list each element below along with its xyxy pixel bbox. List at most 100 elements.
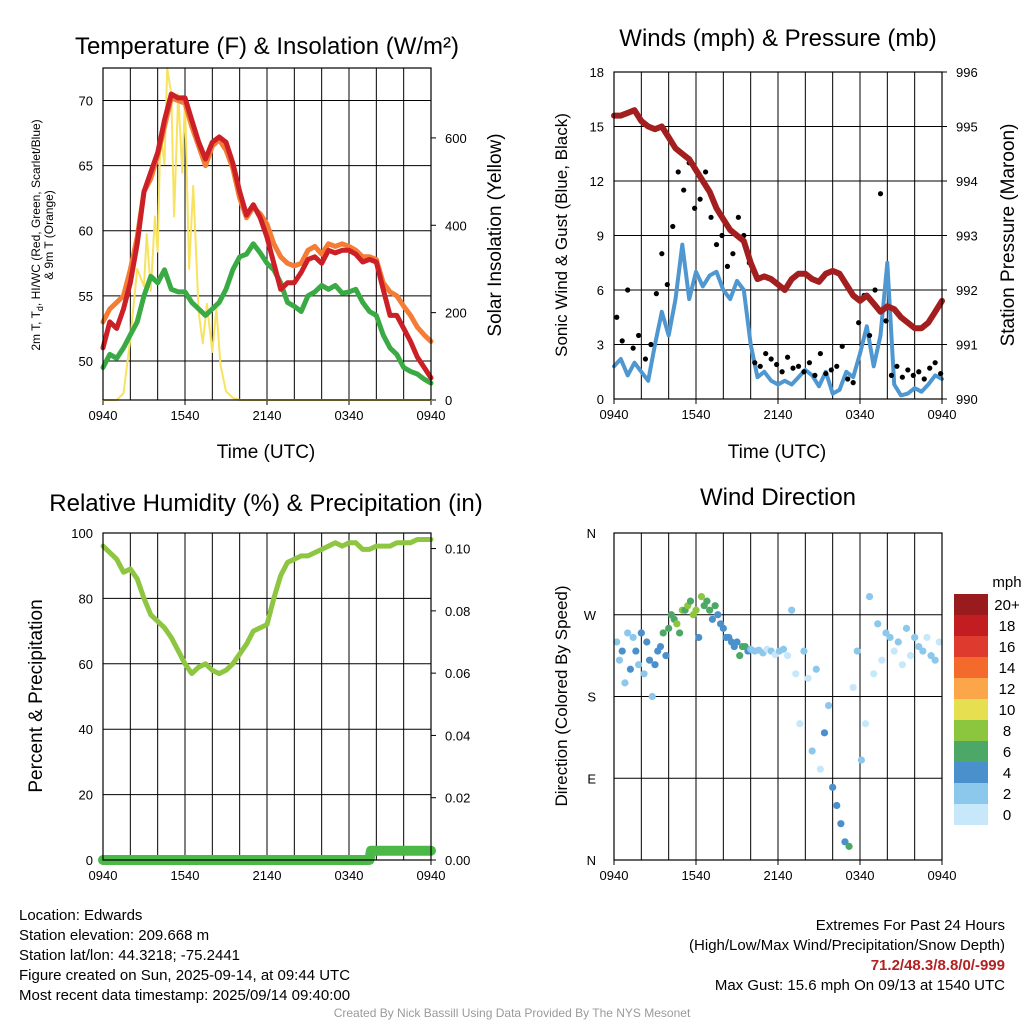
legend-label: 16 bbox=[999, 639, 1016, 656]
y-tick-label-right: 994 bbox=[956, 174, 978, 189]
direction-point bbox=[637, 629, 645, 637]
gust-point bbox=[916, 369, 922, 375]
legend-label: 20+ bbox=[994, 597, 1020, 614]
direction-point bbox=[911, 633, 919, 642]
gust-point bbox=[648, 341, 654, 348]
x-tick-label: 0340 bbox=[335, 868, 364, 883]
gust-point bbox=[877, 191, 884, 197]
direction-point bbox=[788, 606, 796, 614]
pressure-line bbox=[611, 107, 945, 332]
gust-point bbox=[719, 232, 725, 239]
legend-swatch bbox=[954, 783, 988, 804]
humidity-plot: 0940 1540 2140 0340 09400204060801000.000.02… bbox=[71, 526, 470, 883]
gust-point bbox=[905, 367, 911, 373]
gust-point bbox=[763, 350, 769, 357]
direction-point bbox=[792, 670, 800, 678]
gust-point bbox=[839, 343, 845, 349]
gust-point bbox=[768, 356, 774, 362]
sonic-wind-line bbox=[612, 242, 944, 398]
legend-swatch bbox=[954, 594, 988, 615]
y-tick-label-right: 0.08 bbox=[445, 604, 470, 619]
gust-point bbox=[681, 187, 687, 193]
gust-point bbox=[630, 345, 636, 351]
gust-point bbox=[921, 376, 927, 382]
gust-point bbox=[692, 205, 698, 211]
legend-swatch bbox=[954, 657, 988, 678]
direction-point bbox=[629, 633, 637, 642]
gust-point bbox=[752, 360, 758, 366]
direction-point bbox=[878, 656, 886, 664]
direction-point bbox=[665, 624, 673, 632]
gust-point bbox=[866, 332, 873, 339]
y-tick-label-right: 200 bbox=[445, 306, 467, 321]
relative-humidity-line bbox=[100, 537, 434, 677]
winds-left-axis-title: Sonic Wind & Gust (Blue, Black) bbox=[552, 113, 571, 357]
y-tick-label-left: 12 bbox=[590, 174, 604, 189]
y-tick-label-left: 100 bbox=[71, 526, 93, 541]
gust-point bbox=[910, 372, 916, 378]
x-tick-label: 2140 bbox=[764, 868, 793, 883]
temperature-plot: 0940 1540 2140 0340 0940 50 55 60 65 70 0 200 400 600 bbox=[79, 67, 467, 423]
gust-point bbox=[619, 338, 625, 344]
x-tick-label: 0940 bbox=[928, 407, 957, 422]
direction-point bbox=[849, 683, 857, 692]
legend-swatch bbox=[954, 699, 988, 720]
legend-title: mph bbox=[992, 574, 1021, 591]
gust-point bbox=[774, 361, 780, 368]
legend-label: 6 bbox=[1003, 744, 1011, 761]
direction-left-axis-title: Direction (Colored By Speed) bbox=[552, 585, 571, 806]
station-latlon: Station lat/lon: 44.3218; -75.2441 bbox=[19, 947, 241, 964]
gust-point bbox=[702, 169, 709, 175]
extremes-heading: Extremes For Past 24 Hours bbox=[815, 917, 1005, 934]
legend-swatch bbox=[954, 804, 988, 825]
direction-point bbox=[651, 661, 659, 669]
y-tick-label-right: 0.10 bbox=[445, 542, 470, 557]
direction-point bbox=[632, 647, 640, 655]
direction-point bbox=[783, 652, 792, 660]
gust-point bbox=[713, 241, 720, 248]
gust-point bbox=[823, 370, 829, 377]
temperature-left-axis-title: 2m T, Td, HI/WC (Red, Green, Scarlet/Blu… bbox=[29, 119, 56, 350]
x-tick-label: 0940 bbox=[600, 868, 629, 883]
plot-border bbox=[102, 532, 432, 861]
gust-point bbox=[856, 320, 862, 326]
direction-point bbox=[894, 638, 902, 646]
x-tick-label: 0940 bbox=[417, 408, 446, 423]
y-tick-label-left: 70 bbox=[79, 94, 93, 109]
direction-point bbox=[902, 624, 911, 632]
direction-point bbox=[648, 692, 656, 701]
winds-right-axis-title: Station Pressure (Maroon) bbox=[998, 124, 1019, 347]
y-tick-label-right: 400 bbox=[445, 218, 467, 233]
y-tick-label-left: 80 bbox=[79, 591, 93, 606]
x-tick-label: 1540 bbox=[171, 408, 200, 423]
plot-border bbox=[613, 532, 943, 861]
legend-label: 12 bbox=[999, 681, 1016, 698]
gust-point bbox=[845, 376, 851, 382]
direction-tick-label: N bbox=[587, 526, 596, 541]
direction-point bbox=[692, 606, 700, 614]
temperature-x-axis-title: Time (UTC) bbox=[217, 442, 316, 463]
direction-point bbox=[673, 620, 681, 628]
direction-point bbox=[833, 801, 841, 810]
x-tick-label: 2140 bbox=[253, 868, 282, 883]
y-tick-label-right: 0.06 bbox=[445, 666, 470, 681]
direction-point bbox=[829, 783, 837, 791]
direction-point bbox=[714, 611, 722, 619]
legend-label: 2 bbox=[1003, 786, 1011, 803]
y-tick-label-right: 992 bbox=[956, 283, 978, 298]
extremes-values: 71.2/48.3/8.8/0/-999 bbox=[870, 957, 1005, 974]
svg-text:2m T, Td, HI/WC (Red, Green, S: 2m T, Td, HI/WC (Red, Green, Scarlet/Blu… bbox=[29, 119, 45, 350]
y-tick-label-left: 65 bbox=[79, 159, 93, 174]
direction-point bbox=[719, 624, 727, 632]
direction-point bbox=[857, 756, 865, 764]
gust-point bbox=[670, 223, 676, 230]
legend-swatch bbox=[954, 720, 988, 741]
x-tick-label: 2140 bbox=[764, 407, 793, 422]
y-tick-label-right: 0.02 bbox=[445, 791, 470, 806]
gust-point bbox=[735, 214, 741, 220]
y-tick-label-right: 990 bbox=[956, 392, 978, 407]
gust-point bbox=[625, 287, 631, 293]
gust-point bbox=[653, 291, 659, 297]
temp-2m-line bbox=[100, 91, 434, 381]
direction-point bbox=[621, 679, 629, 687]
